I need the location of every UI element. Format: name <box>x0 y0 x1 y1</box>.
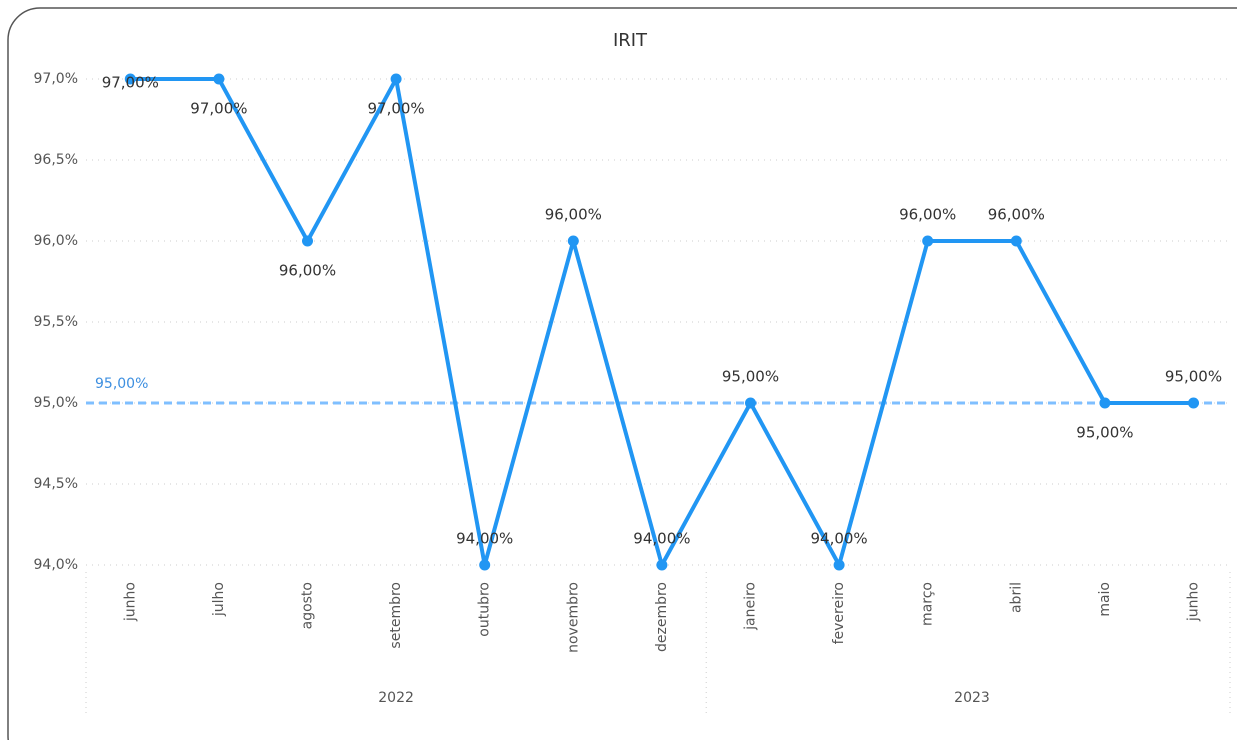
x-tick-label: janeiro <box>743 582 759 631</box>
y-tick-label: 95,0% <box>34 395 78 411</box>
x-tick-label: fevereiro <box>831 582 847 644</box>
data-label: 94,00% <box>633 530 690 548</box>
marker <box>302 235 313 247</box>
chart-title: IRIT <box>613 30 648 51</box>
x-tick-label: novembro <box>565 582 581 653</box>
data-label: 97,00% <box>367 100 424 118</box>
marker <box>1010 235 1022 247</box>
x-tick-label: março <box>920 582 936 626</box>
marker <box>1099 397 1111 409</box>
y-tick-label: 94,5% <box>34 476 78 492</box>
marker <box>1188 397 1199 409</box>
year-label: 2022 <box>378 690 414 706</box>
marker <box>213 73 225 85</box>
y-tick-label: 96,0% <box>34 233 78 249</box>
y-tick-label: 96,5% <box>34 152 78 168</box>
marker <box>745 397 756 409</box>
x-tick-label: abril <box>1008 582 1024 613</box>
data-label: 95,00% <box>1165 368 1222 386</box>
data-label: 94,00% <box>810 530 867 548</box>
y-tick-label: 95,5% <box>34 314 78 330</box>
x-tick-label: maio <box>1097 582 1113 617</box>
data-label: 96,00% <box>545 206 602 224</box>
marker <box>833 559 845 571</box>
data-label: 95,00% <box>722 368 779 386</box>
data-label: 96,00% <box>279 262 336 280</box>
reference-label: 95,00% <box>95 376 148 392</box>
data-label: 94,00% <box>456 530 513 548</box>
year-label: 2023 <box>954 690 990 706</box>
marker <box>922 235 934 247</box>
x-tick-label: agosto <box>300 582 316 629</box>
data-label: 96,00% <box>988 206 1045 224</box>
x-tick-label: junho <box>122 582 138 622</box>
x-tick-label: setembro <box>388 582 404 649</box>
y-tick-label: 94,0% <box>34 557 78 573</box>
x-tick-label: dezembro <box>654 582 670 652</box>
data-label: 95,00% <box>1076 424 1133 442</box>
marker <box>479 559 491 571</box>
x-tick-label: outubro <box>477 582 493 637</box>
x-tick-label: junho <box>1186 582 1202 622</box>
marker <box>390 73 402 85</box>
marker <box>124 73 136 85</box>
x-tick-label: julho <box>211 582 227 617</box>
y-tick-label: 97,0% <box>34 71 78 87</box>
marker <box>656 559 668 571</box>
marker <box>567 235 579 247</box>
data-label: 97,00% <box>190 100 247 118</box>
card-border <box>7 7 1237 740</box>
data-label: 96,00% <box>899 206 956 224</box>
data-label: 97,00% <box>102 74 159 92</box>
